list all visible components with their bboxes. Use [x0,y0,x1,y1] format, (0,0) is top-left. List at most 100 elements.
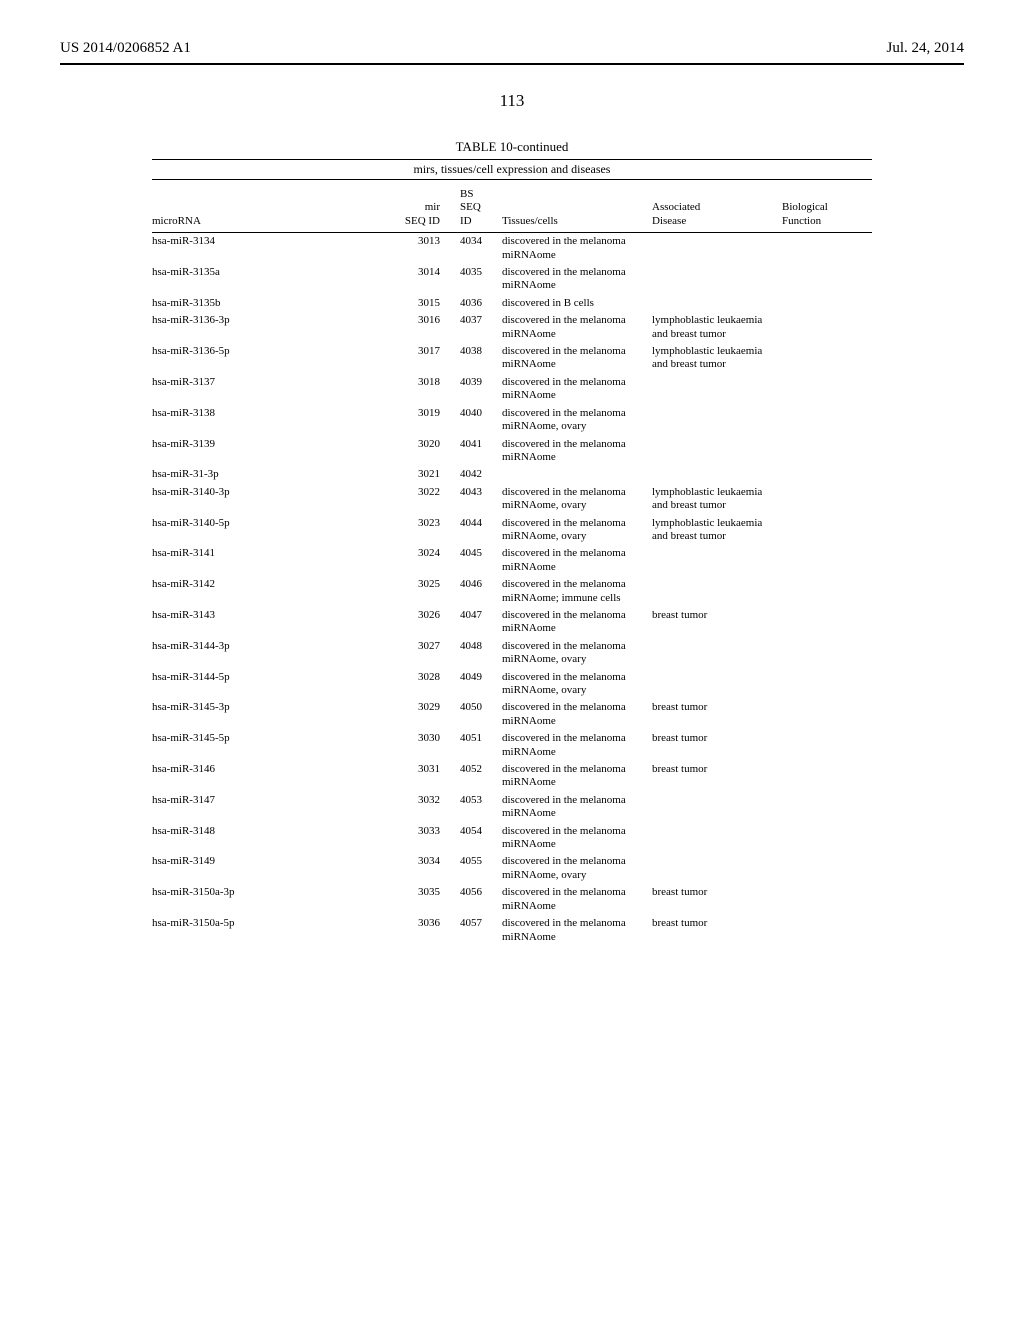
cell-bs-seq: 4054 [460,823,502,854]
cell-bs-seq: 4053 [460,792,502,823]
cell-biological [782,343,872,374]
cell-microRNA: hsa-miR-3136-5p [152,343,340,374]
cell-biological [782,607,872,638]
cell-mir-seq: 3032 [340,792,460,823]
rule [152,179,872,180]
cell-mir-seq: 3021 [340,466,460,483]
cell-bs-seq: 4041 [460,436,502,467]
table-row: hsa-miR-3150a-5p30364057discovered in th… [152,915,872,946]
cell-associated [652,545,782,576]
cell-bs-seq: 4057 [460,915,502,946]
cell-bs-seq: 4049 [460,669,502,700]
cell-biological [782,761,872,792]
cell-tissues: discovered in the melanoma miRNAome, ova… [502,669,652,700]
col-tissues: Tissues/cells [502,186,652,233]
cell-associated [652,405,782,436]
cell-tissues: discovered in the melanoma miRNAome [502,312,652,343]
cell-bs-seq: 4048 [460,638,502,669]
col-biological: Biological Function [782,186,872,233]
cell-microRNA: hsa-miR-3143 [152,607,340,638]
cell-associated [652,233,782,264]
cell-biological [782,853,872,884]
cell-tissues: discovered in the melanoma miRNAome, ova… [502,638,652,669]
col-label: mir SEQ ID [405,201,440,226]
cell-biological [782,576,872,607]
pub-date: Jul. 24, 2014 [886,40,964,57]
cell-associated [652,264,782,295]
cell-tissues: discovered in the melanoma miRNAome, ova… [502,853,652,884]
cell-mir-seq: 3019 [340,405,460,436]
cell-tissues: discovered in the melanoma miRNAome, ova… [502,405,652,436]
cell-microRNA: hsa-miR-3136-3p [152,312,340,343]
cell-tissues: discovered in the melanoma miRNAome [502,823,652,854]
cell-microRNA: hsa-miR-3135b [152,295,340,312]
cell-biological [782,312,872,343]
cell-microRNA: hsa-miR-3150a-5p [152,915,340,946]
cell-biological [782,374,872,405]
cell-mir-seq: 3030 [340,730,460,761]
cell-biological [782,884,872,915]
cell-associated [652,436,782,467]
cell-bs-seq: 4035 [460,264,502,295]
cell-biological [782,792,872,823]
cell-biological [782,638,872,669]
cell-mir-seq: 3026 [340,607,460,638]
cell-biological [782,699,872,730]
table-row: hsa-miR-314830334054discovered in the me… [152,823,872,854]
cell-associated [652,295,782,312]
cell-microRNA: hsa-miR-3139 [152,436,340,467]
table-row: hsa-miR-313730184039discovered in the me… [152,374,872,405]
cell-associated [652,576,782,607]
cell-biological [782,233,872,264]
cell-associated: lymphoblastic leukaemia and breast tumor [652,312,782,343]
cell-mir-seq: 3024 [340,545,460,576]
cell-microRNA: hsa-miR-3142 [152,576,340,607]
cell-mir-seq: 3015 [340,295,460,312]
cell-microRNA: hsa-miR-3145-3p [152,699,340,730]
cell-associated: breast tumor [652,761,782,792]
table-row: hsa-miR-314730324053discovered in the me… [152,792,872,823]
cell-tissues: discovered in the melanoma miRNAome [502,915,652,946]
cell-associated [652,853,782,884]
cell-associated: breast tumor [652,699,782,730]
table-row: hsa-miR-3144-5p30284049discovered in the… [152,669,872,700]
cell-bs-seq: 4056 [460,884,502,915]
cell-microRNA: hsa-miR-3145-5p [152,730,340,761]
cell-tissues: discovered in the melanoma miRNAome [502,730,652,761]
table-head: microRNA mir SEQ ID BS SEQ ID Tissues/ce… [152,186,872,233]
cell-mir-seq: 3033 [340,823,460,854]
table-row: hsa-miR-314130244045discovered in the me… [152,545,872,576]
cell-bs-seq: 4050 [460,699,502,730]
cell-tissues: discovered in B cells [502,295,652,312]
cell-biological [782,915,872,946]
table-row: hsa-miR-314230254046discovered in the me… [152,576,872,607]
cell-tissues: discovered in the melanoma miRNAome, ova… [502,515,652,546]
cell-mir-seq: 3035 [340,884,460,915]
cell-mir-seq: 3025 [340,576,460,607]
cell-bs-seq: 4036 [460,295,502,312]
table-row: hsa-miR-3135a30144035discovered in the m… [152,264,872,295]
pub-number: US 2014/0206852 A1 [60,40,191,57]
cell-bs-seq: 4051 [460,730,502,761]
cell-mir-seq: 3034 [340,853,460,884]
cell-mir-seq: 3017 [340,343,460,374]
cell-bs-seq: 4038 [460,343,502,374]
cell-bs-seq: 4039 [460,374,502,405]
cell-tissues: discovered in the melanoma miRNAome, ova… [502,484,652,515]
cell-bs-seq: 4052 [460,761,502,792]
cell-microRNA: hsa-miR-3147 [152,792,340,823]
cell-associated [652,823,782,854]
table-row: hsa-miR-314930344055discovered in the me… [152,853,872,884]
cell-tissues: discovered in the melanoma miRNAome; imm… [502,576,652,607]
table-row: hsa-miR-3145-3p30294050discovered in the… [152,699,872,730]
cell-mir-seq: 3013 [340,233,460,264]
col-mir-seq: mir SEQ ID [340,186,460,233]
cell-biological [782,730,872,761]
cell-tissues: discovered in the melanoma miRNAome [502,792,652,823]
cell-biological [782,669,872,700]
cell-biological [782,264,872,295]
col-label: Tissues/cells [502,215,558,227]
cell-associated [652,374,782,405]
table-row: hsa-miR-313930204041discovered in the me… [152,436,872,467]
cell-biological [782,823,872,854]
